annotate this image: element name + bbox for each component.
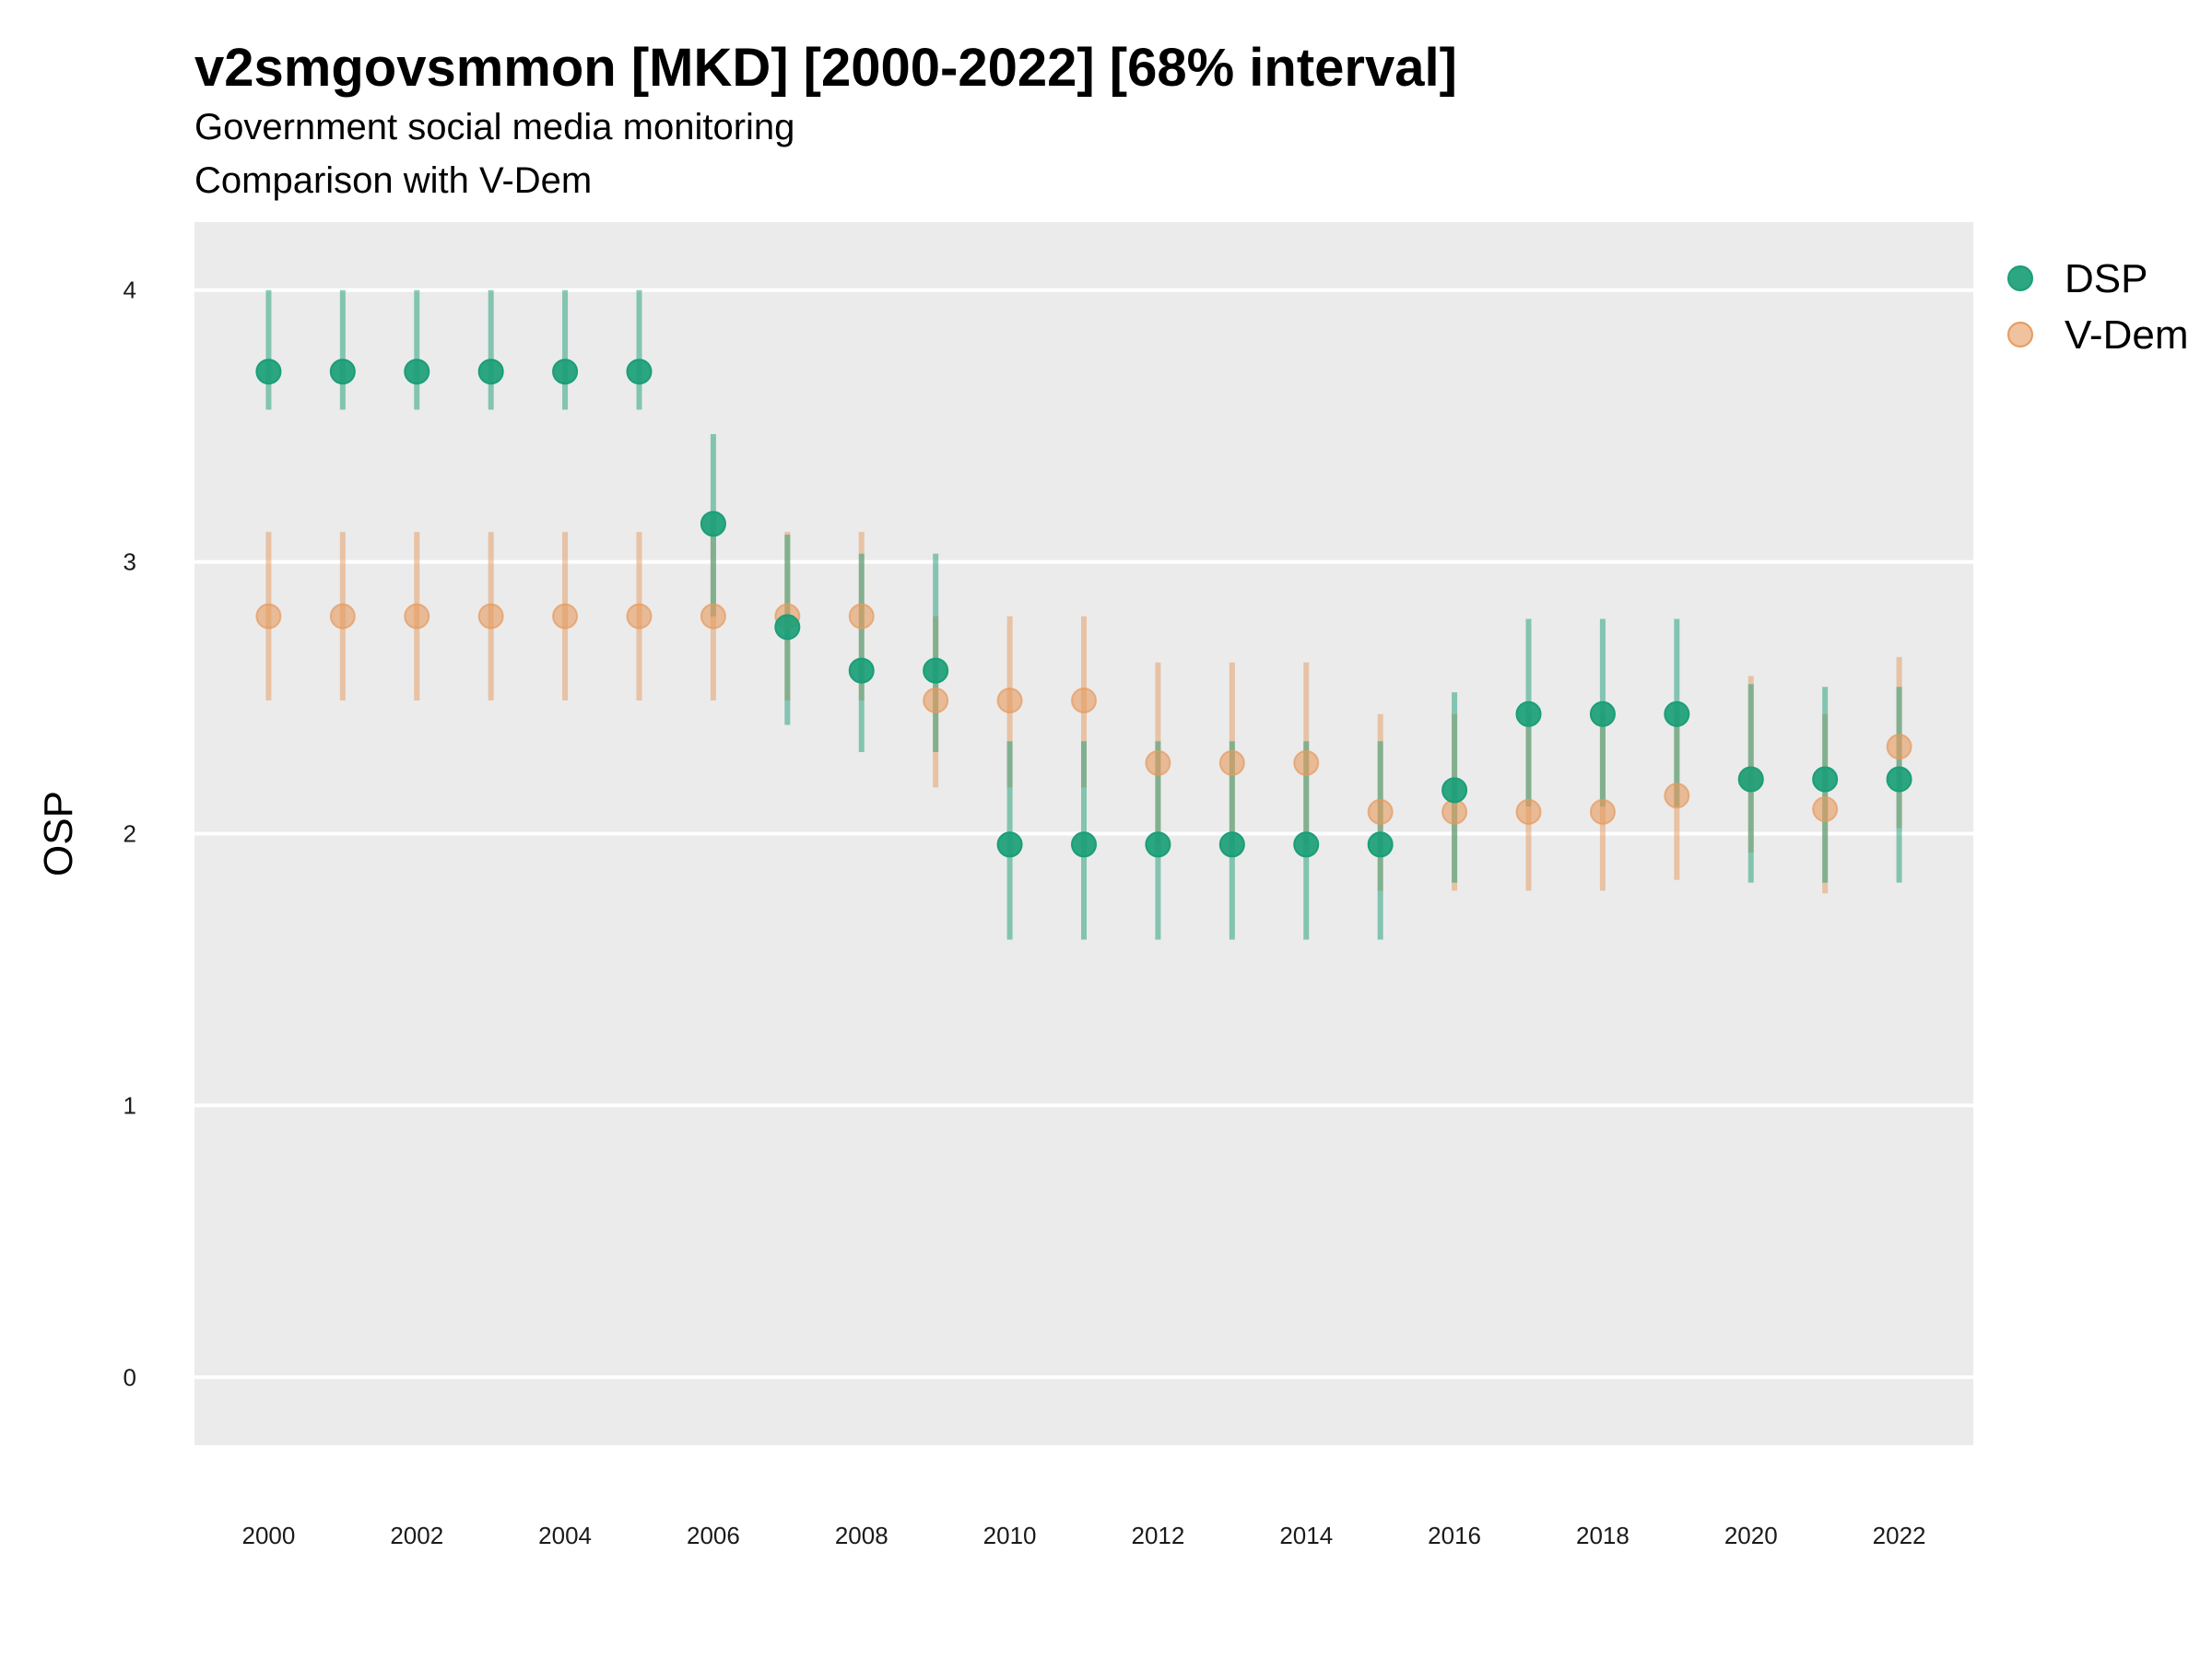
data-points <box>255 359 1912 858</box>
dsp-point-2021 <box>1812 766 1839 793</box>
v-dem-point-2008 <box>848 603 875 629</box>
v-dem-point-2003 <box>477 603 504 629</box>
v-dem-point-2013 <box>1218 749 1245 776</box>
x-tick-label-2006: 2006 <box>687 1522 740 1549</box>
y-tick-label-1: 1 <box>124 1091 136 1119</box>
v-dem-point-2016 <box>1441 798 1468 825</box>
v-dem-point-2014 <box>1293 749 1320 776</box>
y-tick-label-2: 2 <box>124 820 136 848</box>
x-tick-label-2010: 2010 <box>983 1522 1037 1549</box>
y-tick-labels: 0 1 2 3 4 <box>124 276 136 1392</box>
x-tick-label-2020: 2020 <box>1724 1522 1778 1549</box>
dsp-point-2004 <box>552 359 579 385</box>
dsp-point-2010 <box>996 831 1023 858</box>
dsp-point-2000 <box>255 359 282 385</box>
v-dem-point-2011 <box>1071 688 1097 714</box>
y-axis-title: OSP <box>36 791 81 877</box>
dsp-point-2013 <box>1218 831 1245 858</box>
y-tick-label-4: 4 <box>124 276 136 304</box>
dsp-point-2011 <box>1071 831 1097 858</box>
v-dem-point-2004 <box>552 603 579 629</box>
chart-subtitle: Government social media monitoring <box>194 107 795 147</box>
dsp-point-2015 <box>1367 831 1394 858</box>
dsp-point-2014 <box>1293 831 1320 858</box>
dsp-point-2007 <box>774 614 801 641</box>
dsp-point-2005 <box>626 359 653 385</box>
x-tick-label-2002: 2002 <box>390 1522 443 1549</box>
v-dem-point-2017 <box>1515 798 1542 825</box>
dsp-point-2001 <box>329 359 356 385</box>
x-tick-label-2022: 2022 <box>1873 1522 1926 1549</box>
legend-key-v-dem <box>2007 322 2033 347</box>
dsp-point-2009 <box>923 657 949 684</box>
dsp-point-2018 <box>1589 700 1616 727</box>
v-dem-point-2018 <box>1589 798 1616 825</box>
v-dem-point-2005 <box>626 603 653 629</box>
chart-subtitle-secondary: Comparison with V-Dem <box>194 160 593 201</box>
legend-label-v-dem: V-Dem <box>2065 312 2188 358</box>
dsp-point-2022 <box>1886 766 1912 793</box>
v-dem-point-2010 <box>996 688 1023 714</box>
dsp-point-2020 <box>1737 766 1764 793</box>
x-tick-label-2012: 2012 <box>1131 1522 1184 1549</box>
v-dem-point-2001 <box>329 603 356 629</box>
x-tick-label-2008: 2008 <box>835 1522 888 1549</box>
dsp-point-2003 <box>477 359 504 385</box>
x-tick-labels: 2000 2002 2004 2006 2008 2010 2012 2014 2016 2018… <box>241 1522 1925 1549</box>
x-tick-label-2000: 2000 <box>241 1522 295 1549</box>
x-tick-label-2018: 2018 <box>1576 1522 1630 1549</box>
dsp-point-2008 <box>848 657 875 684</box>
y-tick-label-0: 0 <box>124 1363 136 1391</box>
dsp-point-2017 <box>1515 700 1542 727</box>
legend-key-dsp <box>2007 265 2033 291</box>
dsp-point-2006 <box>700 511 726 537</box>
v-dem-point-2012 <box>1145 749 1171 776</box>
dsp-point-2019 <box>1664 700 1690 727</box>
dsp-point-2002 <box>404 359 430 385</box>
dsp-point-2012 <box>1145 831 1171 858</box>
v-dem-point-2009 <box>923 688 949 714</box>
x-tick-label-2016: 2016 <box>1428 1522 1481 1549</box>
dsp-point-2016 <box>1441 777 1468 804</box>
y-tick-label-3: 3 <box>124 548 136 576</box>
v-dem-point-2015 <box>1367 798 1394 825</box>
x-tick-label-2004: 2004 <box>538 1522 592 1549</box>
legend-label-dsp: DSP <box>2065 256 2147 301</box>
v-dem-point-2000 <box>255 603 282 629</box>
legend: DSP V-Dem <box>2007 256 2188 358</box>
x-tick-label-2014: 2014 <box>1279 1522 1333 1549</box>
v-dem-point-2021 <box>1812 795 1839 822</box>
v-dem-point-2006 <box>700 603 726 629</box>
v-dem-point-2019 <box>1664 782 1690 809</box>
v-dem-point-2002 <box>404 603 430 629</box>
v-dem-point-2022 <box>1886 734 1912 760</box>
chart-title: v2smgovsmmon [MKD] [2000-2022] [68% inte… <box>194 38 1457 98</box>
